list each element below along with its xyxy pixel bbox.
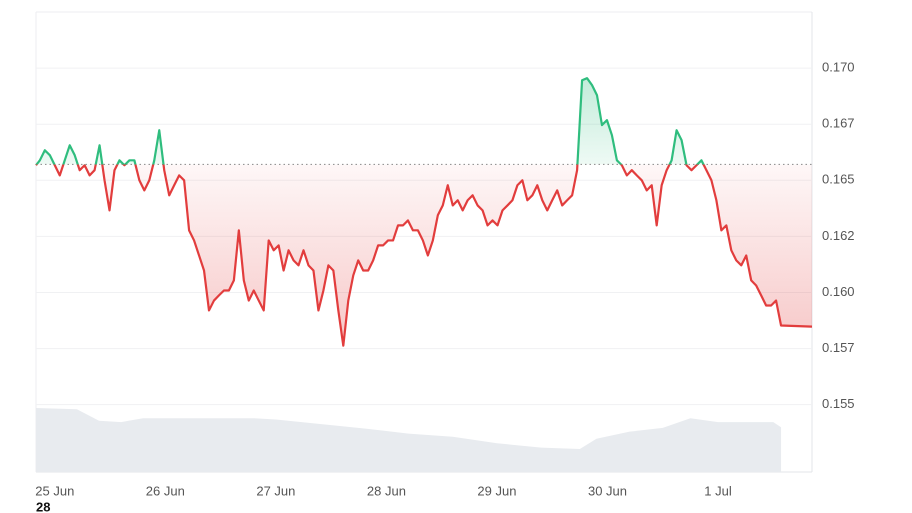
x-tick-label: 30 Jun bbox=[588, 483, 627, 498]
x-tick-label: 1 Jul bbox=[704, 483, 732, 498]
x-tick-label: 25 Jun bbox=[35, 483, 74, 498]
y-tick-label: 0.165 bbox=[822, 172, 855, 187]
price-line bbox=[35, 77, 813, 347]
y-tick-label: 0.162 bbox=[822, 228, 855, 243]
y-tick-label: 0.155 bbox=[822, 396, 855, 411]
y-tick-label: 0.160 bbox=[822, 284, 855, 299]
x-tick-label: 26 Jun bbox=[146, 483, 185, 498]
y-tick-label: 0.157 bbox=[822, 340, 855, 355]
x-tick-label: 28 Jun bbox=[367, 483, 406, 498]
footnote: 28 bbox=[36, 499, 50, 513]
x-tick-label: 27 Jun bbox=[256, 483, 295, 498]
y-tick-label: 0.167 bbox=[822, 116, 855, 131]
area-fill bbox=[36, 78, 812, 346]
x-tick-label: 29 Jun bbox=[477, 483, 516, 498]
volume-area bbox=[36, 408, 782, 472]
y-tick-label: 0.170 bbox=[822, 60, 855, 75]
